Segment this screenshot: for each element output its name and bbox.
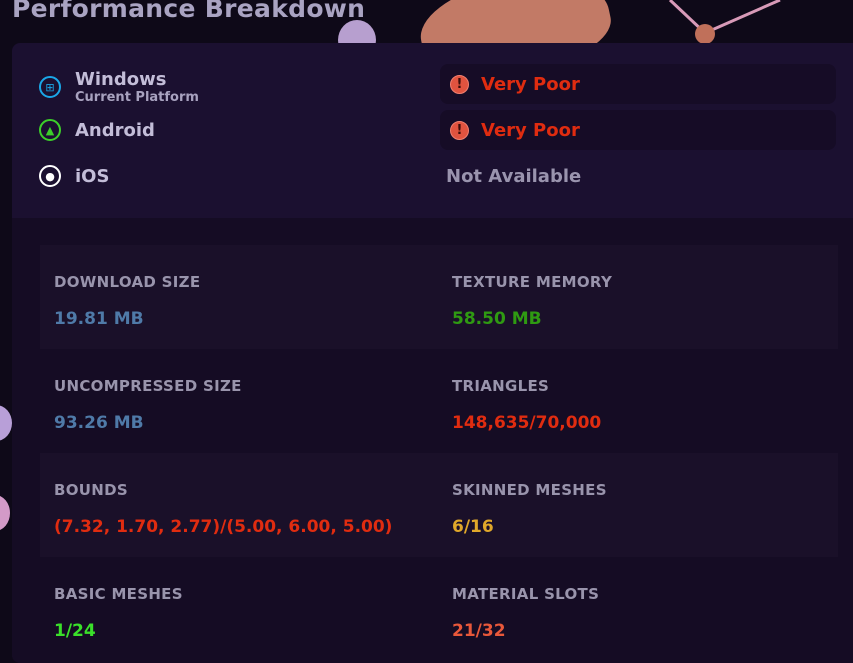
- stat-label: UNCOMPRESSED SIZE: [54, 377, 242, 395]
- stats-row: DOWNLOAD SIZE 19.81 MB TEXTURE MEMORY 58.50…: [40, 245, 838, 349]
- apple-icon: ●: [39, 165, 61, 187]
- platform-ios: ● iOS: [39, 165, 109, 187]
- background-blob: [0, 405, 12, 441]
- performance-panel: ⊞ Windows Current Platform ! Very Poor ▲…: [12, 43, 853, 663]
- stats-grid: DOWNLOAD SIZE 19.81 MB TEXTURE MEMORY 58.50…: [12, 218, 853, 663]
- platform-subtitle: Current Platform: [75, 90, 199, 105]
- platform-name: Windows: [75, 69, 167, 90]
- background-blob: [0, 495, 10, 531]
- stats-row: BASIC MESHES 1/24 MATERIAL SLOTS 21/32: [40, 557, 838, 661]
- warning-icon: !: [450, 120, 469, 140]
- warning-icon: !: [450, 74, 469, 94]
- stats-row: UNCOMPRESSED SIZE 93.26 MB TRIANGLES 148,63…: [40, 349, 838, 453]
- platform-android: ▲ Android: [39, 119, 155, 141]
- stat-value: 6/16: [452, 517, 494, 537]
- stat-value: 1/24: [54, 621, 96, 641]
- stat-value: 19.81 MB: [54, 309, 144, 329]
- stats-row: BOUNDS (7.32, 1.70, 2.77)/(5.00, 6.00, 5.…: [40, 453, 838, 557]
- status-text: Very Poor: [481, 119, 580, 141]
- android-status: ! Very Poor: [440, 110, 836, 150]
- stat-value: 58.50 MB: [452, 309, 542, 329]
- platform-name: Android: [75, 119, 155, 141]
- stat-label: BOUNDS: [54, 481, 128, 499]
- windows-icon: ⊞: [39, 76, 61, 98]
- platform-windows: ⊞ Windows Current Platform: [39, 69, 199, 105]
- status-text: Very Poor: [481, 73, 580, 95]
- stat-label: BASIC MESHES: [54, 585, 183, 603]
- stat-value: 93.26 MB: [54, 413, 144, 433]
- stat-label: DOWNLOAD SIZE: [54, 273, 201, 291]
- page-title: Performance Breakdown: [12, 0, 366, 23]
- platform-name: iOS: [75, 165, 110, 187]
- background-molecule: [668, 0, 781, 44]
- windows-status: ! Very Poor: [440, 64, 836, 104]
- stat-label: TRIANGLES: [452, 377, 550, 395]
- stat-value: 148,635/70,000: [452, 413, 602, 433]
- ios-status: Not Available: [446, 166, 582, 187]
- stat-value: 21/32: [452, 621, 506, 641]
- stat-label: MATERIAL SLOTS: [452, 585, 600, 603]
- android-icon: ▲: [39, 119, 61, 141]
- stat-value: (7.32, 1.70, 2.77)/(5.00, 6.00, 5.00): [54, 517, 393, 537]
- stat-label: SKINNED MESHES: [452, 481, 607, 499]
- stat-label: TEXTURE MEMORY: [452, 273, 613, 291]
